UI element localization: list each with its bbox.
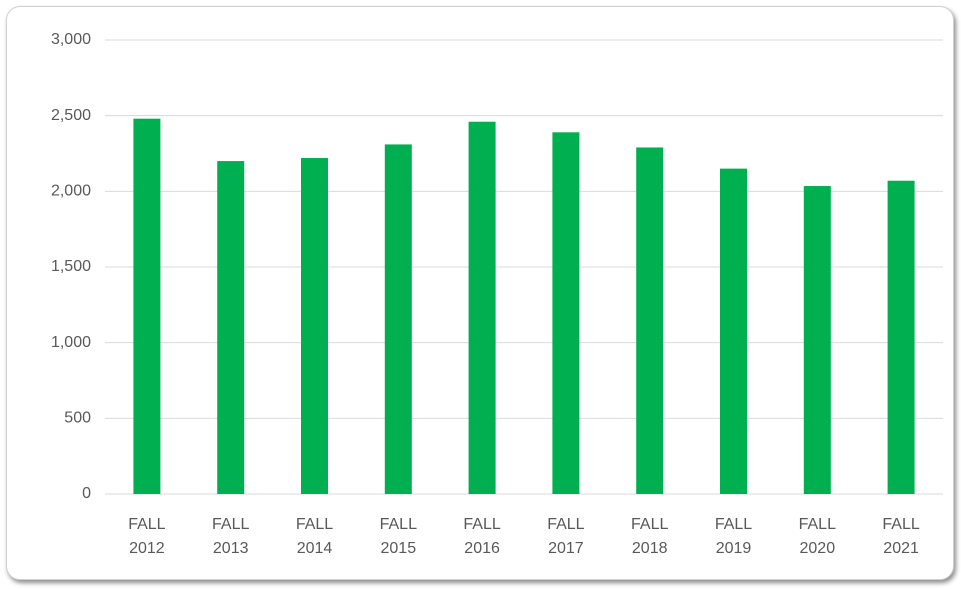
x-tick-label: FALL 2012 <box>128 516 166 557</box>
bar <box>468 121 496 494</box>
bar <box>301 158 328 495</box>
bar <box>636 147 664 495</box>
y-tick-label: 3,000 <box>51 31 91 48</box>
x-tick-label: FALL 2013 <box>212 516 250 557</box>
bar <box>552 132 580 494</box>
x-tick-label: FALL 2019 <box>714 516 753 557</box>
bar <box>133 118 161 495</box>
y-tick-label: 1,500 <box>51 258 91 275</box>
x-tick-label: FALL 2015 <box>379 516 417 557</box>
bar <box>720 168 747 494</box>
x-tick-label: FALL 2014 <box>295 516 334 557</box>
y-tick-label: 2,500 <box>51 107 91 124</box>
x-tick-label: FALL 2020 <box>798 516 836 557</box>
y-tick-label: 0 <box>82 485 91 502</box>
y-tick-label: 1,000 <box>51 334 91 351</box>
bar <box>217 161 245 495</box>
x-tick-label: FALL 2021 <box>882 516 920 557</box>
x-tick-label: FALL 2017 <box>547 516 585 557</box>
y-tick-label: 500 <box>64 410 91 427</box>
x-tick-label: FALL 2018 <box>631 516 669 557</box>
x-tick-label: FALL 2016 <box>463 516 501 557</box>
bar <box>384 144 412 495</box>
bar <box>803 186 831 494</box>
bar <box>887 180 915 495</box>
y-tick-label: 2,000 <box>51 183 91 200</box>
